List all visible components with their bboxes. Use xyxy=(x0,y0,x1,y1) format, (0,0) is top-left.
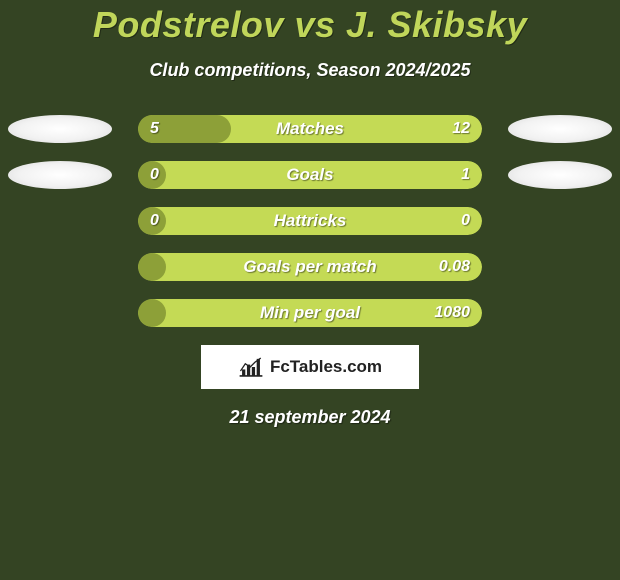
metric-label: Goals xyxy=(286,161,333,189)
metric-label: Hattricks xyxy=(274,207,347,235)
value-right: 0 xyxy=(461,207,470,235)
value-right: 1080 xyxy=(434,299,470,327)
value-left: 0 xyxy=(150,207,159,235)
stat-row: 0 1 Goals xyxy=(0,161,620,189)
title: Podstrelov vs J. Skibsky xyxy=(0,4,620,46)
player-left-ellipse xyxy=(8,161,112,189)
value-left: 0 xyxy=(150,161,159,189)
metric-label: Matches xyxy=(276,115,344,143)
player-right-ellipse xyxy=(508,115,612,143)
stat-rows: 5 12 Matches 0 1 Goals 0 0 Hattricks 0.08 Goals pe… xyxy=(0,115,620,327)
watermark: FcTables.com xyxy=(201,345,419,389)
metric-label: Min per goal xyxy=(260,299,360,327)
chart-icon xyxy=(238,356,264,378)
date: 21 september 2024 xyxy=(0,407,620,428)
subtitle: Club competitions, Season 2024/2025 xyxy=(0,60,620,81)
stat-row: 5 12 Matches xyxy=(0,115,620,143)
bar-left xyxy=(138,299,166,327)
stat-row: 1080 Min per goal xyxy=(0,299,620,327)
metric-label: Goals per match xyxy=(243,253,376,281)
stat-row: 0.08 Goals per match xyxy=(0,253,620,281)
stat-row: 0 0 Hattricks xyxy=(0,207,620,235)
watermark-text: FcTables.com xyxy=(270,357,382,377)
player-right-ellipse xyxy=(508,161,612,189)
comparison-card: Podstrelov vs J. Skibsky Club competitio… xyxy=(0,0,620,428)
value-right: 12 xyxy=(452,115,470,143)
value-left: 5 xyxy=(150,115,159,143)
value-right: 0.08 xyxy=(439,253,470,281)
bar-left xyxy=(138,253,166,281)
player-left-ellipse xyxy=(8,115,112,143)
value-right: 1 xyxy=(461,161,470,189)
